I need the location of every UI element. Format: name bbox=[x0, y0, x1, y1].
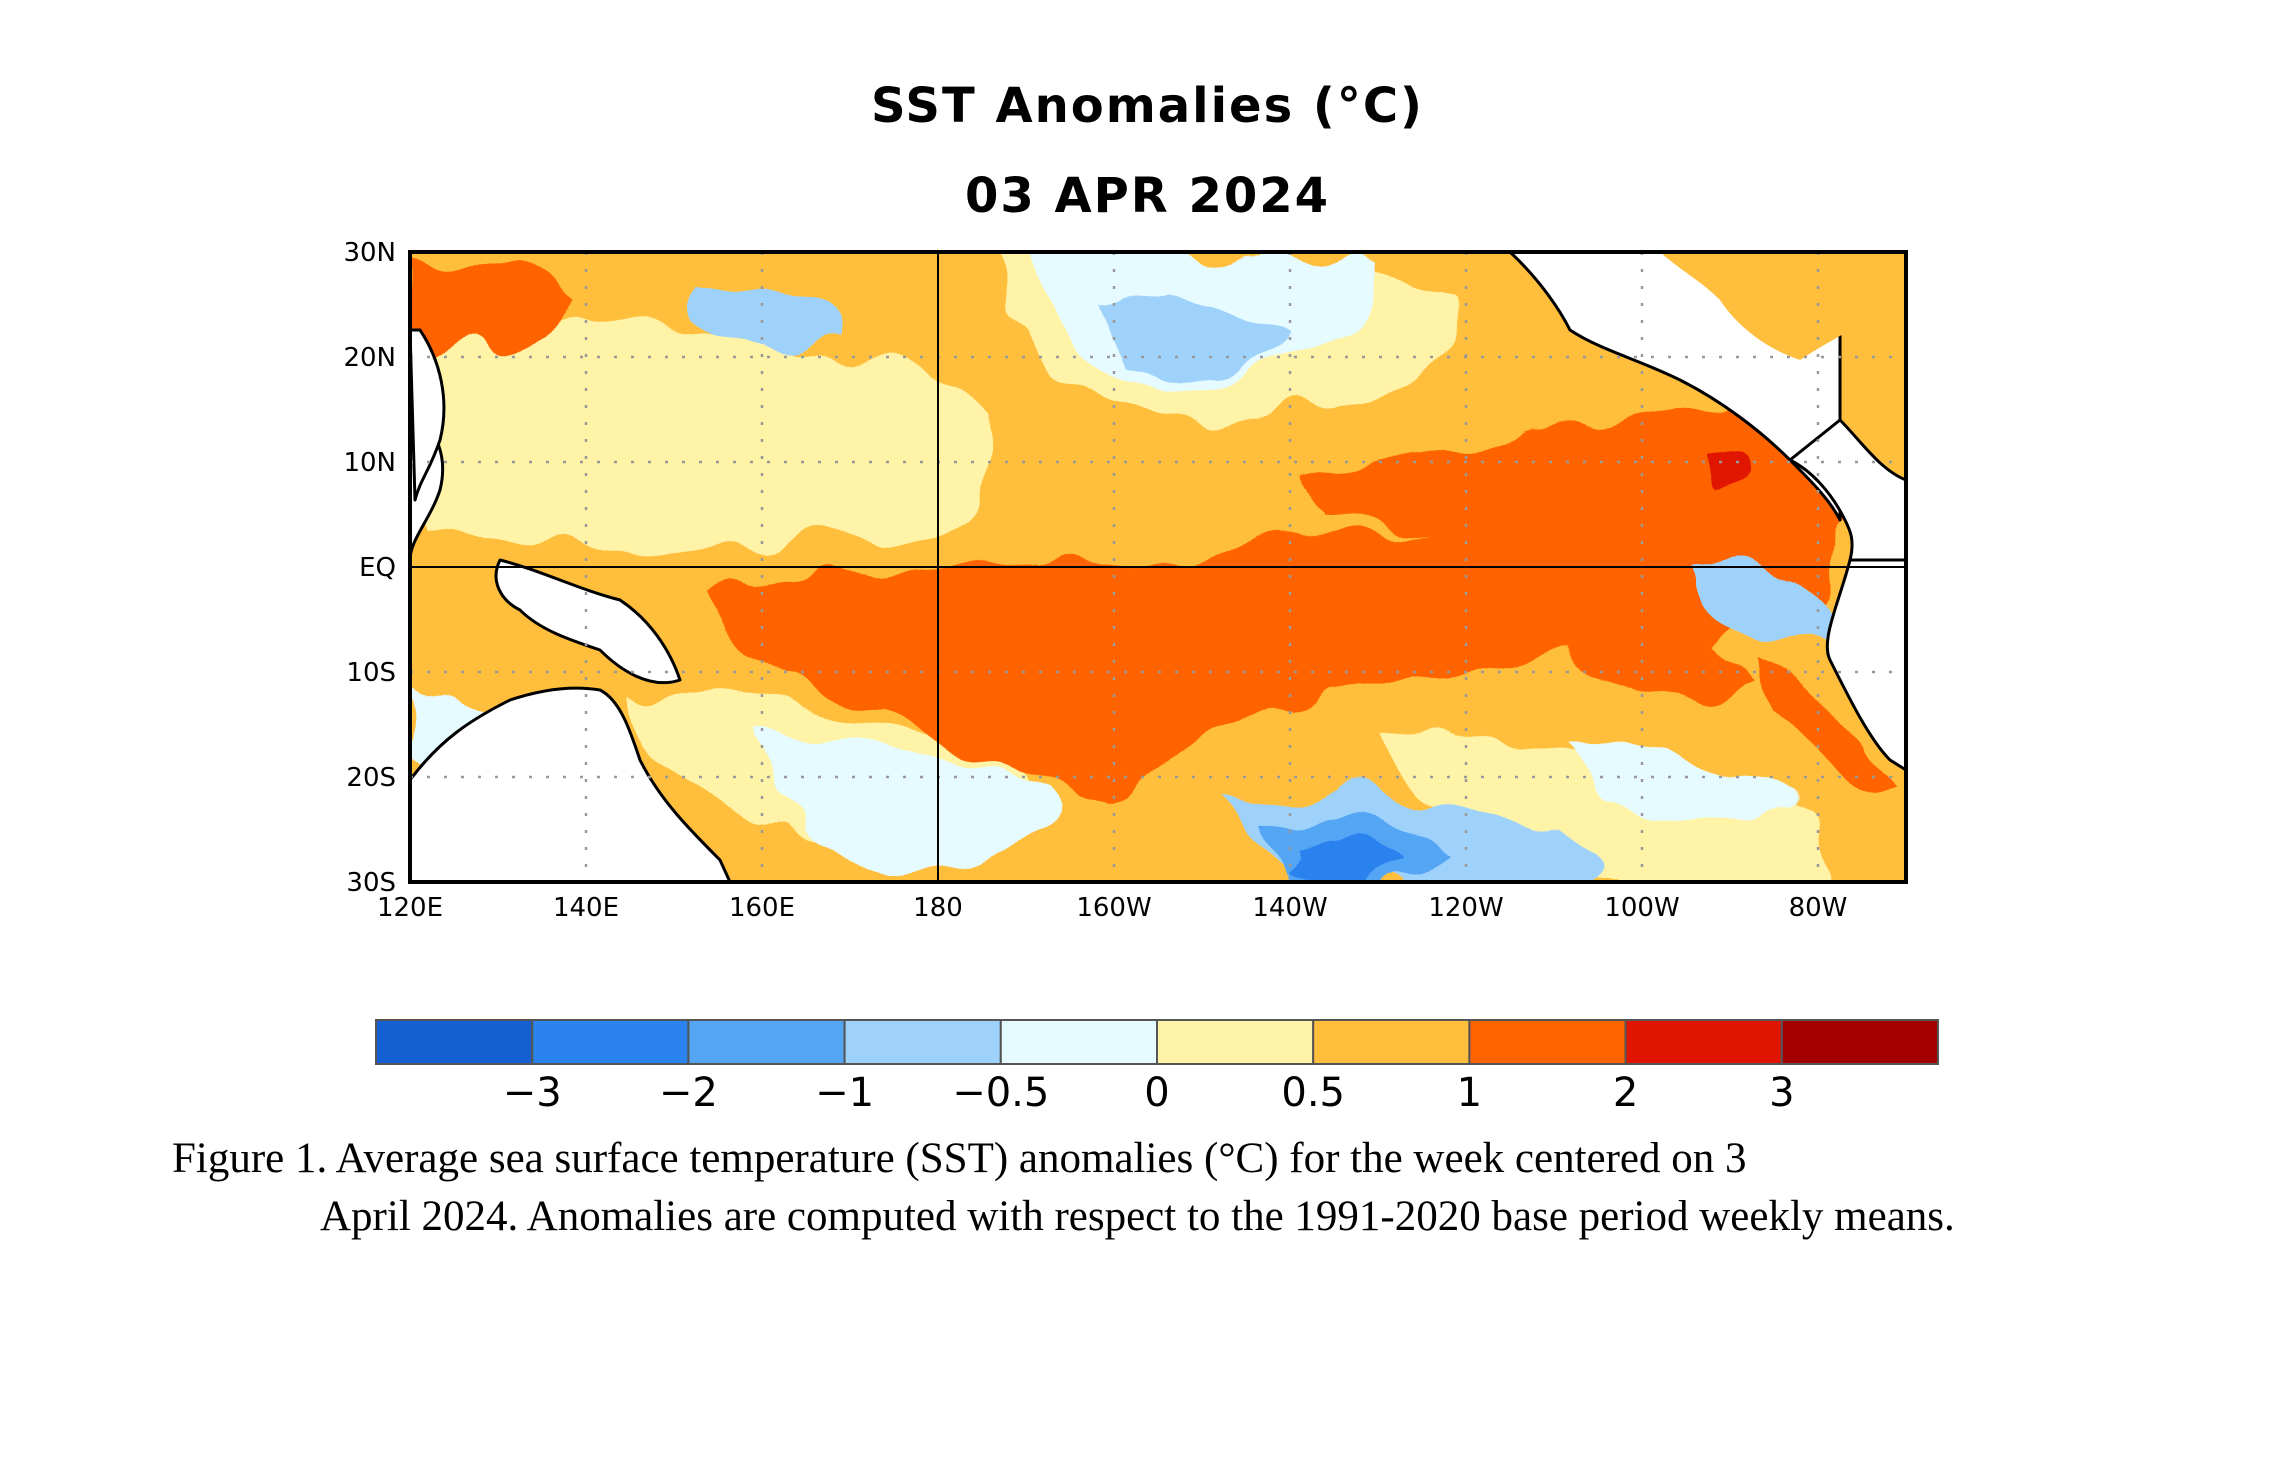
field-se-deepblue bbox=[1290, 839, 1410, 882]
y-tick-eq: EQ bbox=[359, 553, 396, 583]
x-tick-160e: 160E bbox=[729, 893, 795, 923]
y-tick-20s: 20S bbox=[346, 763, 396, 793]
y-tick-10n: 10N bbox=[343, 448, 396, 478]
land-new-guinea bbox=[494, 558, 682, 685]
x-tick-180: 180 bbox=[913, 893, 963, 923]
field-ecuador-lightblue bbox=[1700, 555, 1830, 648]
colorbar-label: −1 bbox=[815, 1070, 874, 1116]
field-north-east-orange bbox=[1320, 380, 1800, 535]
colorbar-swatch bbox=[999, 1019, 1158, 1065]
caption-line-1: Figure 1. Average sea surface temperatur… bbox=[172, 1135, 1747, 1182]
x-tick-120e: 120E bbox=[377, 893, 443, 923]
colorbar-swatch bbox=[1780, 1019, 1940, 1065]
land-gulf bbox=[1660, 252, 1906, 360]
x-tick-160w: 160W bbox=[1076, 893, 1151, 923]
land bbox=[410, 252, 1906, 882]
field-red-hotspot bbox=[1710, 449, 1746, 487]
land-australia bbox=[410, 686, 732, 882]
y-tick-30n: 30N bbox=[343, 238, 396, 268]
colorbar-swatch bbox=[1468, 1019, 1627, 1065]
land-central-america bbox=[1788, 418, 1906, 562]
colorbar-label: −3 bbox=[503, 1070, 562, 1116]
x-tick-120w: 120W bbox=[1428, 893, 1503, 923]
field-sc-lightblue bbox=[760, 738, 1044, 872]
land-south-america bbox=[1825, 558, 1906, 772]
x-tick-140e: 140E bbox=[553, 893, 619, 923]
field-nw-orange bbox=[410, 260, 580, 360]
colorbar-swatch bbox=[375, 1019, 534, 1065]
caption-rest: April 2024. Anomalies are computed with … bbox=[320, 1193, 1955, 1240]
field-nc-blue bbox=[1100, 297, 1300, 371]
y-tick-labels: 30N 20N 10N EQ 10S 20S 30S bbox=[343, 238, 396, 898]
colorbar-labels: −3 −2 −1 −0.5 0 0.5 1 2 3 bbox=[503, 1070, 1795, 1116]
colorbar-label: 0 bbox=[1144, 1070, 1169, 1116]
colorbar-label: 2 bbox=[1613, 1070, 1638, 1116]
land-philippines bbox=[410, 328, 446, 502]
anomaly-field bbox=[410, 252, 1906, 882]
x-tick-labels: 120E 140E 160E 180 160W 140W 120W 100W 80W bbox=[377, 893, 1847, 923]
field-e-orange-2 bbox=[1560, 618, 1760, 691]
field-north-yellow bbox=[410, 319, 1003, 550]
y-tick-10s: 10S bbox=[346, 658, 396, 688]
x-tick-100w: 100W bbox=[1604, 893, 1679, 923]
grid bbox=[410, 252, 1906, 882]
colorbar-swatch bbox=[1156, 1019, 1315, 1065]
colorbar-swatch bbox=[531, 1019, 690, 1065]
x-tick-80w: 80W bbox=[1789, 893, 1848, 923]
colorbar-label: −0.5 bbox=[952, 1070, 1049, 1116]
colorbar-swatch bbox=[687, 1019, 846, 1065]
colorbar-swatch bbox=[1624, 1019, 1783, 1065]
colorbar bbox=[375, 1019, 1940, 1065]
y-tick-20n: 20N bbox=[343, 343, 396, 373]
field-nw-blue bbox=[700, 287, 840, 344]
field-peru-orange bbox=[1760, 660, 1900, 792]
plot-frame bbox=[408, 250, 1908, 884]
field-se-lightblue-2 bbox=[1560, 738, 1790, 824]
y-tick-30s: 30S bbox=[346, 868, 396, 898]
map-date: 03 APR 2024 bbox=[964, 168, 1331, 224]
colorbar-label: 3 bbox=[1769, 1070, 1794, 1116]
field-se-yellow bbox=[1380, 738, 1831, 882]
map-title: SST Anomalies (°C) bbox=[871, 78, 1424, 134]
colorbar-label: 0.5 bbox=[1281, 1070, 1345, 1116]
x-tick-140w: 140W bbox=[1252, 893, 1327, 923]
colorbar-swatch bbox=[1312, 1019, 1471, 1065]
figure-caption: Figure 1. Average sea surface temperatur… bbox=[172, 1130, 2132, 1246]
colorbar-swatch bbox=[843, 1019, 1002, 1065]
colorbar-label: −2 bbox=[659, 1070, 718, 1116]
colorbar-label: 1 bbox=[1457, 1070, 1482, 1116]
